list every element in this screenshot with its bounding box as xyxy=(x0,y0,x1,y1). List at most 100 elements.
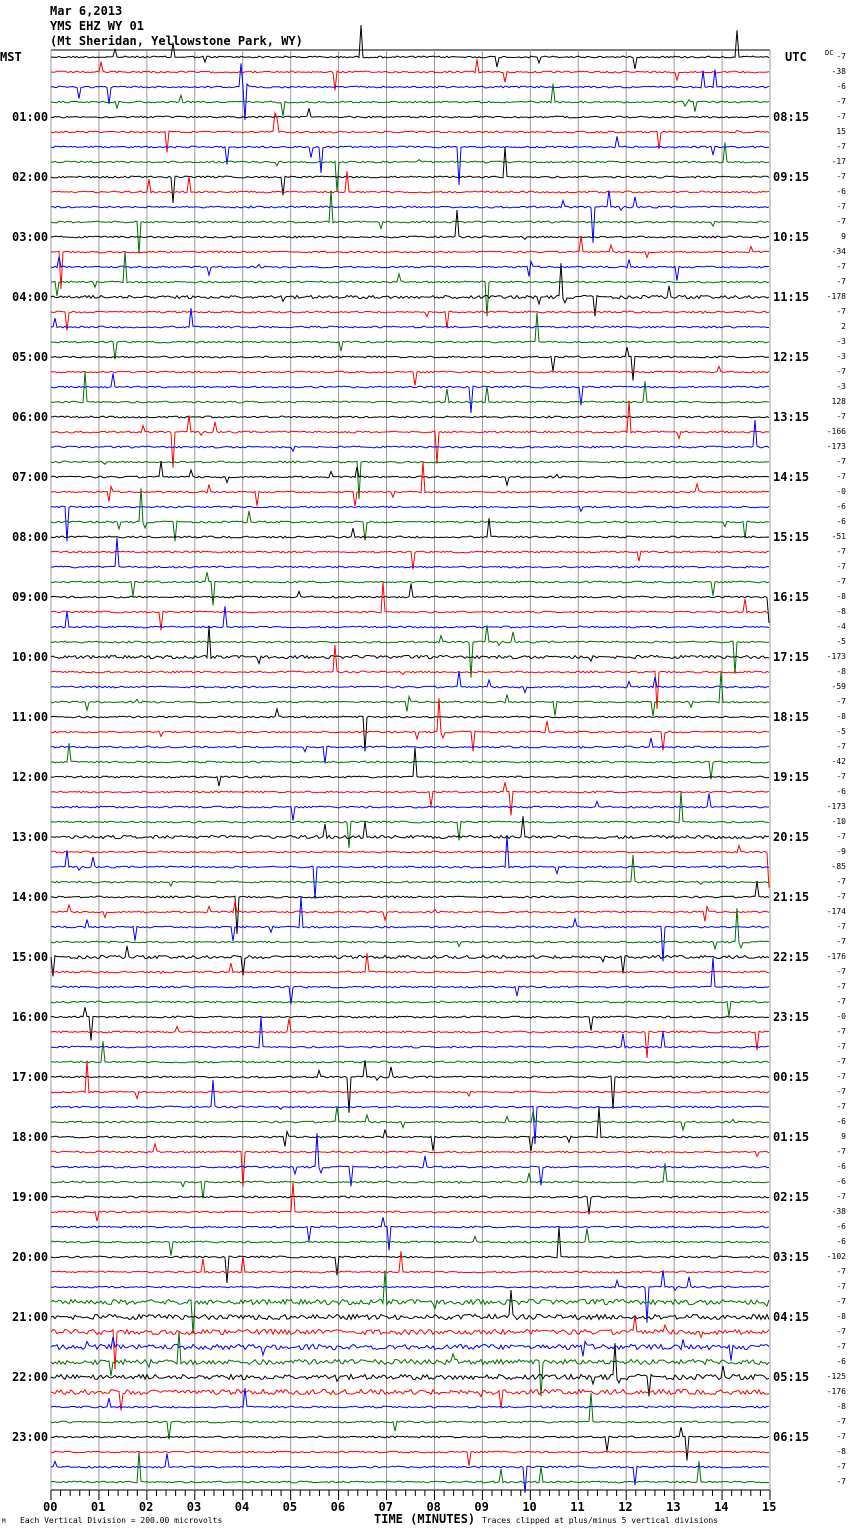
right-hour-label: 14:15 xyxy=(773,470,810,484)
dc-offset-label: -7 xyxy=(836,97,846,106)
dc-offset-label: -3 xyxy=(836,382,846,391)
seismic-trace xyxy=(50,171,770,194)
dc-offset-label: -7 xyxy=(836,877,846,886)
dc-offset-label: -7 xyxy=(836,1102,846,1111)
seismic-trace xyxy=(51,816,770,840)
clip-note: Traces clipped at plus/minus 5 vertical … xyxy=(482,1516,719,1525)
dc-offset-label: 128 xyxy=(831,397,846,406)
seismic-trace xyxy=(50,1007,770,1041)
dc-offset-label: -7 xyxy=(836,742,846,751)
seismic-trace xyxy=(50,1228,770,1256)
right-timezone: UTC xyxy=(785,50,807,64)
left-hour-label: 16:00 xyxy=(12,1010,49,1024)
left-hour-label: 15:00 xyxy=(12,950,49,964)
seismic-trace xyxy=(50,111,770,153)
dc-offset-label: -7 xyxy=(836,562,846,571)
dc-offset-label: -7 xyxy=(836,547,846,556)
right-hour-label: 23:15 xyxy=(773,1010,810,1024)
seismic-trace xyxy=(50,347,770,381)
seismic-trace xyxy=(50,908,770,951)
seismic-trace xyxy=(50,142,770,192)
seismic-trace xyxy=(50,1060,770,1101)
dc-offset-label: -42 xyxy=(831,757,846,766)
dc-offset-label: -7 xyxy=(836,217,846,226)
dc-offset-label: -7 xyxy=(836,142,846,151)
dc-offset-label: -7 xyxy=(836,172,846,181)
dc-offset-label: -6 xyxy=(836,187,846,196)
dc-offset-label: -7 xyxy=(836,277,846,286)
seismic-trace xyxy=(50,461,770,488)
seismic-trace xyxy=(50,698,770,752)
seismic-trace xyxy=(50,953,770,975)
dc-offset-label: -6 xyxy=(836,1162,846,1171)
seismic-trace xyxy=(50,1331,770,1397)
dc-offset-label: -7 xyxy=(836,1297,846,1306)
dc-offset-label: -85 xyxy=(831,862,846,871)
dc-offset-label: -7 xyxy=(836,1282,846,1291)
x-tick-label: 14 xyxy=(714,1500,729,1514)
left-hour-label: 05:00 xyxy=(12,350,49,364)
seismic-trace xyxy=(50,1080,770,1145)
dc-offset-label: -7 xyxy=(836,982,846,991)
dc-offset-label: -7 xyxy=(836,1417,846,1426)
dc-offset-label: -7 xyxy=(836,112,846,121)
dc-offset-label: 15 xyxy=(836,127,846,136)
dc-offset-label: -7 xyxy=(836,457,846,466)
dc-offset-label: -5 xyxy=(836,727,846,736)
seismic-trace xyxy=(50,896,770,962)
seismic-trace xyxy=(50,190,770,254)
dc-offset-label: -7 xyxy=(836,1027,846,1036)
seismic-trace xyxy=(50,25,770,69)
dc-offset-label: -8 xyxy=(836,667,846,676)
seismic-trace xyxy=(50,671,770,717)
seismic-trace xyxy=(50,365,770,386)
seismic-trace xyxy=(50,1343,770,1397)
right-hour-label: 06:15 xyxy=(773,1430,810,1444)
left-hour-label: 07:00 xyxy=(12,470,49,484)
dc-offset-label: -7 xyxy=(836,772,846,781)
left-hour-label: 13:00 xyxy=(12,830,49,844)
seismic-trace xyxy=(50,505,770,542)
left-hour-label: 06:00 xyxy=(12,410,49,424)
seismic-trace xyxy=(50,1270,770,1323)
right-hour-label: 15:15 xyxy=(773,530,810,544)
seismic-trace xyxy=(50,881,770,935)
dc-offset-label: -8 xyxy=(836,607,846,616)
seismic-trace xyxy=(50,1195,770,1215)
dc-offset-label: 9 xyxy=(841,232,846,241)
seismic-trace xyxy=(50,550,770,570)
dc-offset-label: -178 xyxy=(826,292,846,301)
seismic-trace xyxy=(50,1163,770,1199)
dc-offset-label: -7 xyxy=(836,697,846,706)
seismic-trace xyxy=(50,373,770,413)
dc-offset-label: -7 xyxy=(836,1042,846,1051)
dc-offset-label: -8 xyxy=(836,712,846,721)
dc-offset-label: -7 xyxy=(836,472,846,481)
dc-offset-label: -7 xyxy=(836,202,846,211)
seismic-trace xyxy=(50,415,770,419)
seismic-trace xyxy=(50,210,770,240)
seismic-trace xyxy=(50,537,770,569)
seismic-trace xyxy=(50,1018,770,1058)
dc-offset-label: -17 xyxy=(831,157,846,166)
chart-date: Mar 6,2013 xyxy=(50,4,123,18)
dc-offset-label: -7 xyxy=(836,1072,846,1081)
seismic-trace xyxy=(50,1451,770,1484)
seismic-trace xyxy=(50,581,769,631)
seismic-trace xyxy=(50,312,770,360)
dc-offset-label: -6 xyxy=(836,1177,846,1186)
seismic-trace xyxy=(51,236,770,290)
dc-offset-label: -7 xyxy=(836,1057,846,1066)
x-tick-label: 02 xyxy=(138,1500,154,1514)
seismic-trace xyxy=(50,743,770,780)
seismic-trace xyxy=(50,256,770,281)
right-hour-label: 03:15 xyxy=(773,1250,810,1264)
left-hour-label: 14:00 xyxy=(12,890,49,904)
x-axis-label: TIME (MINUTES) xyxy=(374,1512,476,1526)
seismic-trace xyxy=(50,83,770,116)
dc-offset-label: -59 xyxy=(831,682,846,691)
dc-offset-label: -7 xyxy=(836,922,846,931)
dc-offset-label: -7 xyxy=(836,52,846,61)
dc-offset-label: -8 xyxy=(836,1312,846,1321)
dc-offset-label: -6 xyxy=(836,1222,846,1231)
